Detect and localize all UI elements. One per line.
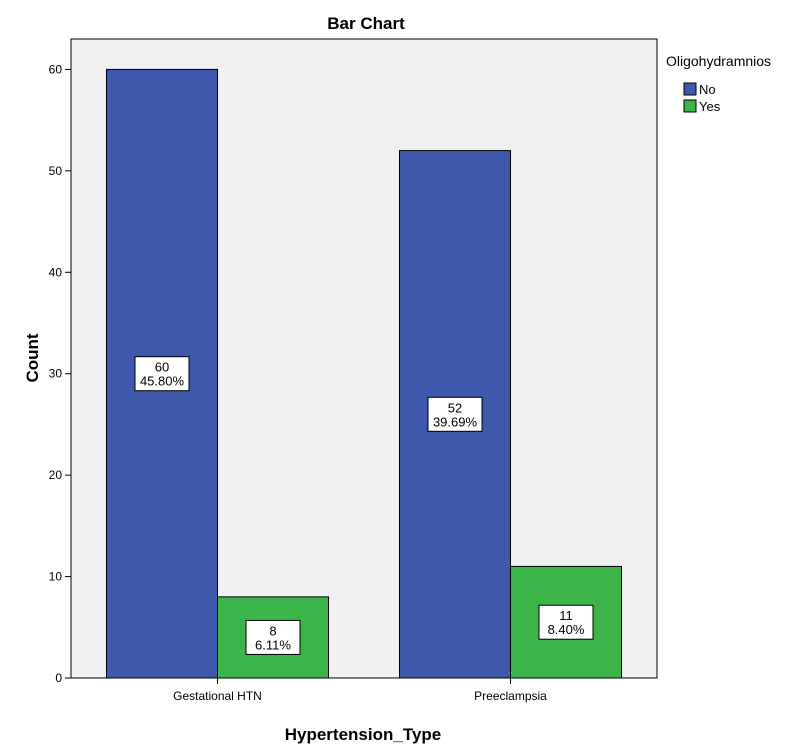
data-label-percent: 8.40% <box>548 622 585 637</box>
data-label-count: 11 <box>559 608 573 623</box>
y-axis-title: Count <box>23 333 42 382</box>
data-label-percent: 6.11% <box>255 637 291 652</box>
x-tick-label: Gestational HTN <box>173 689 262 703</box>
y-tick-label: 30 <box>49 367 63 381</box>
y-tick-label: 20 <box>49 468 63 482</box>
data-label-percent: 39.69% <box>433 414 478 429</box>
legend-label: Yes <box>699 99 721 114</box>
chart-title: Bar Chart <box>327 14 405 33</box>
y-tick-label: 40 <box>49 265 63 279</box>
legend-label: No <box>699 82 716 97</box>
x-axis: Gestational HTN Preeclampsia <box>173 678 547 703</box>
legend: Oligohydramnios No Yes <box>666 53 771 114</box>
data-label-box <box>245 619 301 655</box>
data-label-count: 60 <box>155 360 169 375</box>
data-label-box <box>538 604 594 640</box>
data-label-box <box>134 356 190 392</box>
y-tick-label: 10 <box>49 570 63 584</box>
y-axis: 0 10 20 30 40 50 60 <box>49 62 71 685</box>
legend-swatch <box>683 99 697 113</box>
y-tick-label: 0 <box>55 671 62 685</box>
legend-swatch <box>683 82 697 96</box>
data-label-percent: 45.80% <box>140 374 185 389</box>
legend-title: Oligohydramnios <box>666 53 771 69</box>
data-label-count: 52 <box>448 400 462 415</box>
bar <box>510 565 622 679</box>
x-axis-title: Hypertension_Type <box>285 725 442 744</box>
y-tick-label: 60 <box>49 62 63 76</box>
data-label-count: 8 <box>269 623 276 638</box>
y-tick-label: 50 <box>49 164 63 178</box>
x-tick-label: Preeclampsia <box>474 689 547 703</box>
data-label-box <box>427 396 483 432</box>
